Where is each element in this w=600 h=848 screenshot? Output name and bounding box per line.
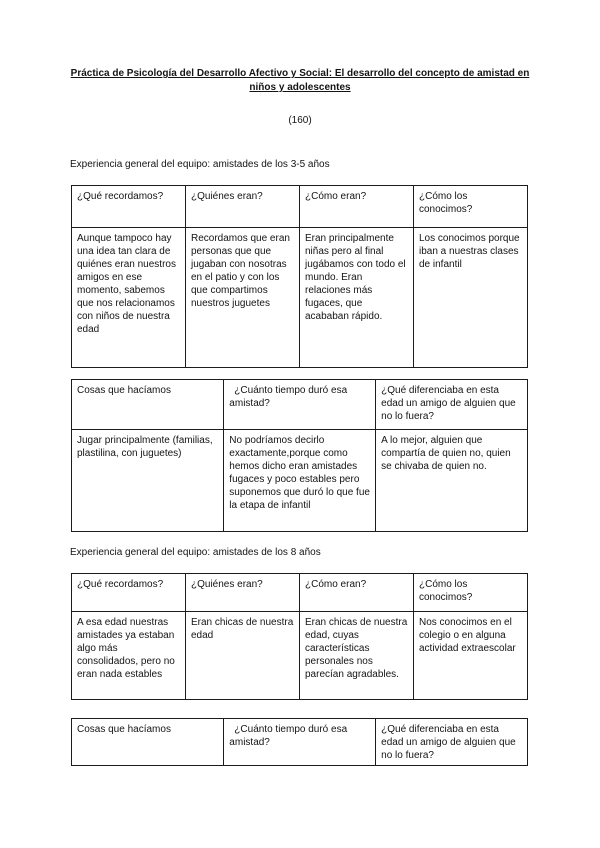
table-header-row: Cosas que hacíamos ¿Cuánto tiempo duró e…: [70, 718, 528, 766]
table-row: Jugar principalmente (familias, plastili…: [70, 429, 528, 532]
table-header-cell: ¿Qué diferenciaba en esta edad un amigo …: [375, 379, 528, 430]
table-activities-8: Cosas que hacíamos ¿Cuánto tiempo duró e…: [70, 718, 528, 766]
table-header-cell: Cosas que hacíamos: [70, 379, 225, 430]
table-activities-3-5: Cosas que hacíamos ¿Cuánto tiempo duró e…: [70, 379, 528, 532]
document-title: Práctica de Psicología del Desarrollo Af…: [0, 67, 600, 95]
section-heading-ages-8: Experiencia general del equipo: amistade…: [70, 547, 321, 558]
table-header-row: ¿Qué recordamos? ¿Quiénes eran? ¿Cómo er…: [71, 185, 528, 228]
table-header-cell: ¿Quiénes eran?: [185, 573, 300, 612]
table-cell: A lo mejor, alguien que compartía de qui…: [375, 429, 528, 532]
table-cell: Eran chicas de nuestra edad, cuyas carac…: [299, 611, 414, 700]
table-header-cell: ¿Cuánto tiempo duró esa amistad?: [223, 718, 377, 766]
table-header-cell: ¿Qué diferenciaba en esta edad un amigo …: [375, 718, 528, 766]
table-cell: Eran principalmente niñas pero al final …: [299, 227, 414, 368]
word-count-marker: (160): [288, 115, 312, 126]
table-header-cell: ¿Cómo eran?: [299, 185, 414, 228]
document-title-text: Práctica de Psicología del Desarrollo Af…: [70, 68, 530, 93]
table-cell: Jugar principalmente (familias, plastili…: [70, 429, 225, 532]
table-cell: Nos conocimos en el colegio o en alguna …: [413, 611, 528, 700]
table-cell: Eran chicas de nuestra edad: [185, 611, 300, 700]
table-row: Aunque tampoco hay una idea tan clara de…: [71, 227, 528, 368]
table-row: A esa edad nuestras amistades ya estaban…: [71, 611, 528, 700]
table-header-cell: ¿Cómo eran?: [299, 573, 414, 612]
table-cell: A esa edad nuestras amistades ya estaban…: [71, 611, 186, 700]
table-header-cell: ¿Qué recordamos?: [71, 185, 186, 228]
table-cell: Recordamos que eran personas que que jug…: [185, 227, 300, 368]
table-header-row: ¿Qué recordamos? ¿Quiénes eran? ¿Cómo er…: [71, 573, 528, 612]
table-header-row: Cosas que hacíamos ¿Cuánto tiempo duró e…: [70, 379, 528, 430]
table-header-cell: ¿Cómo los conocimos?: [413, 573, 528, 612]
table-header-cell: ¿Cómo los conocimos?: [413, 185, 528, 228]
table-cell: No podríamos decirlo exactamente,porque …: [223, 429, 377, 532]
table-header-cell: Cosas que hacíamos: [70, 718, 225, 766]
table-memories-8: ¿Qué recordamos? ¿Quiénes eran? ¿Cómo er…: [71, 573, 528, 700]
table-cell: Aunque tampoco hay una idea tan clara de…: [71, 227, 186, 368]
table-header-cell: ¿Qué recordamos?: [71, 573, 186, 612]
table-cell: Los conocimos porque iban a nuestras cla…: [413, 227, 528, 368]
section-heading-ages-3-5: Experiencia general del equipo: amistade…: [70, 159, 330, 170]
table-header-cell: ¿Quiénes eran?: [185, 185, 300, 228]
table-memories-3-5: ¿Qué recordamos? ¿Quiénes eran? ¿Cómo er…: [71, 185, 528, 368]
table-header-cell: ¿Cuánto tiempo duró esa amistad?: [223, 379, 377, 430]
